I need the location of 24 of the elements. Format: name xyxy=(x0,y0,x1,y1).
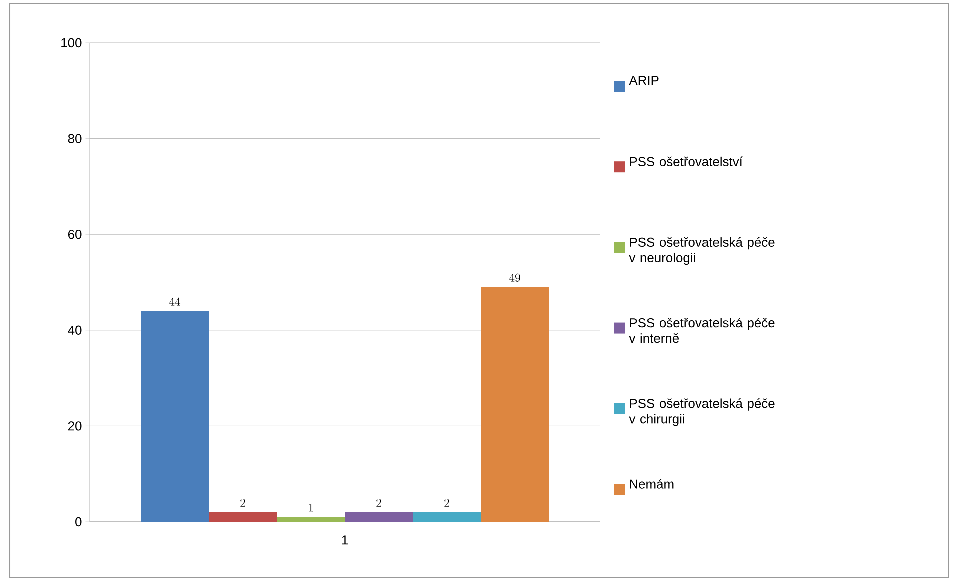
data-label: 1 xyxy=(309,504,313,512)
data-label: 2 xyxy=(376,498,382,507)
legend-label: PSS ošetřovatelská péče v chirurgii xyxy=(629,398,775,426)
legend-label: PSS ošetřovatelství xyxy=(630,156,743,166)
bar xyxy=(209,512,278,522)
legend-label: Nemám xyxy=(630,479,674,489)
legend-label: PSS ošetřovatelská péče v interně xyxy=(629,318,775,344)
data-label: 2 xyxy=(444,498,450,507)
bar xyxy=(277,517,346,522)
bar xyxy=(481,287,550,522)
legend-label: PSS ošetřovatelská péče v neurologii xyxy=(629,237,775,266)
data-label: 2 xyxy=(240,498,246,507)
y-tick-label: 80 xyxy=(68,134,82,144)
bar xyxy=(413,512,482,522)
y-tick-label: 100 xyxy=(62,38,82,48)
y-tick-label: 60 xyxy=(68,230,82,240)
bar xyxy=(141,311,210,522)
data-label: 44 xyxy=(169,298,181,306)
y-tick-label: 0 xyxy=(76,517,82,527)
y-tick-label: 20 xyxy=(68,422,82,431)
y-tick-label: 40 xyxy=(68,326,82,335)
legend-label: ARIP xyxy=(629,76,659,86)
data-label: 49 xyxy=(509,274,520,282)
bar xyxy=(345,512,414,522)
